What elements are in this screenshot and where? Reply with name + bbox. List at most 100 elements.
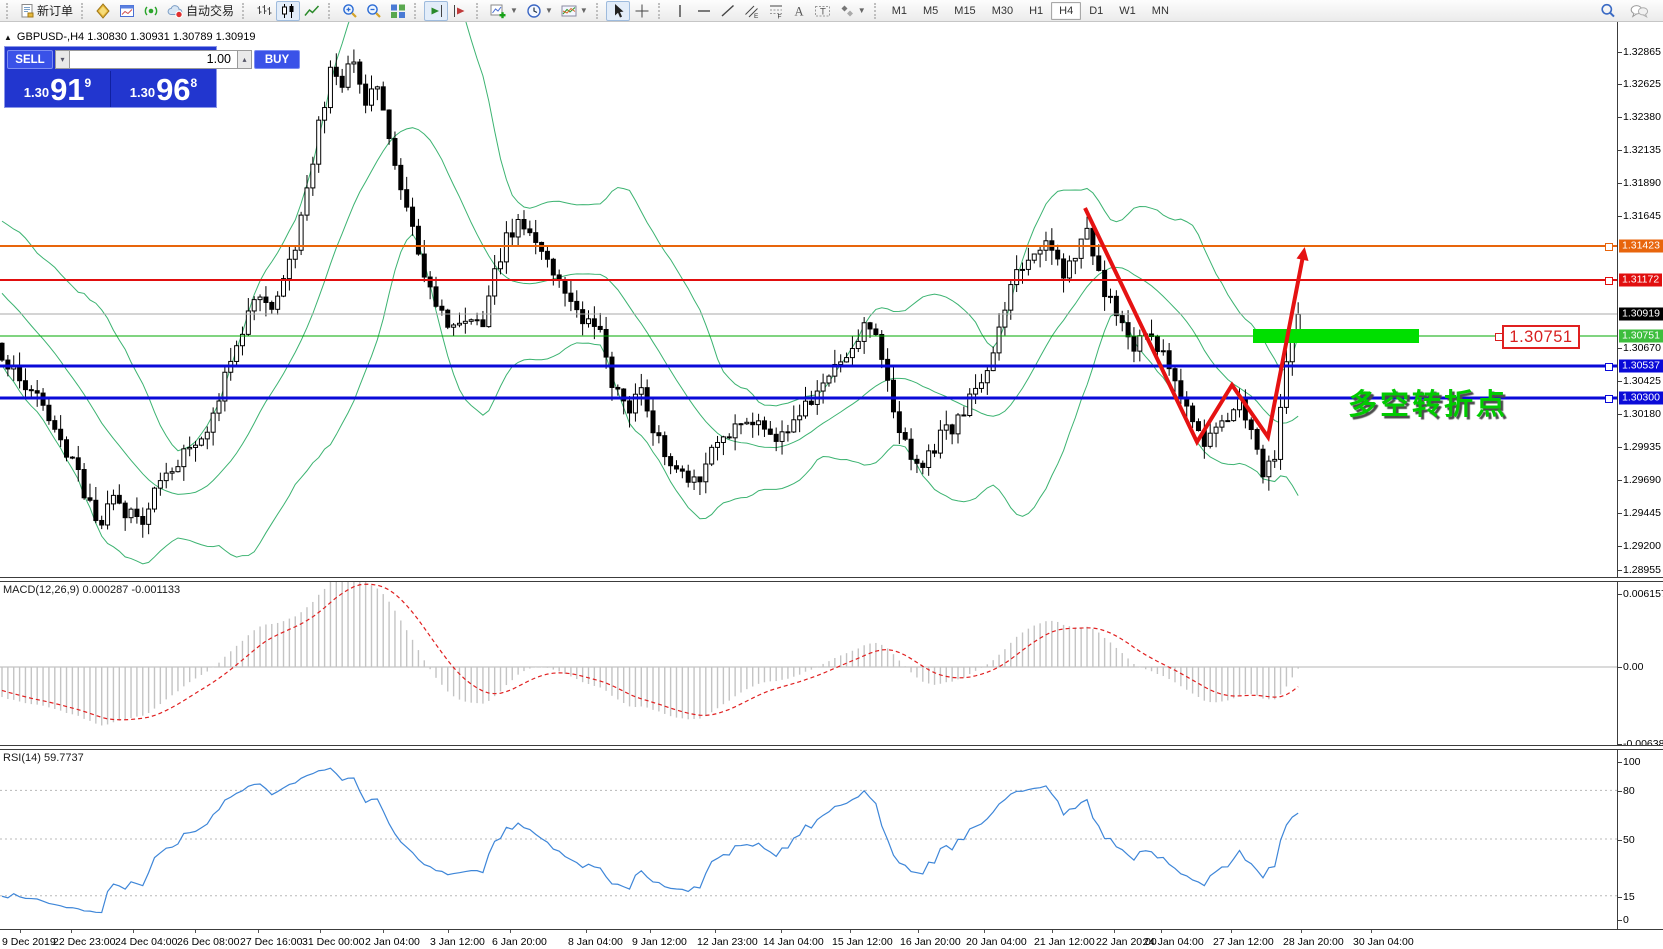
timeframe-h4-button[interactable]: H4 xyxy=(1051,1,1082,20)
indicators-button[interactable]: ▼ xyxy=(486,1,522,21)
line-chart-type-button[interactable] xyxy=(300,1,324,21)
buy-button[interactable]: BUY xyxy=(254,49,300,69)
green-highlight-zone[interactable] xyxy=(1253,329,1419,343)
market-watch-button[interactable] xyxy=(91,1,115,21)
macd-histogram-bar xyxy=(1227,667,1229,701)
time-axis-line xyxy=(0,929,1663,930)
zoom-out-button[interactable] xyxy=(362,1,386,21)
zoom-in-button[interactable] xyxy=(338,1,362,21)
candle-body xyxy=(890,379,896,413)
time-axis-tick xyxy=(1052,930,1053,933)
macd-histogram-bar xyxy=(18,667,21,702)
candle-body xyxy=(22,380,28,391)
axis-tick xyxy=(1618,216,1622,217)
macd-histogram-bar xyxy=(142,667,144,716)
red-zigzag-arrow[interactable] xyxy=(1083,207,1305,447)
macd-histogram-bar xyxy=(194,667,197,679)
line-handle[interactable] xyxy=(1605,277,1613,285)
macd-histogram-bar xyxy=(1039,623,1041,667)
timeframe-h1-button[interactable]: H1 xyxy=(1021,2,1051,20)
macd-histogram-bar xyxy=(224,656,226,667)
crosshair-button[interactable] xyxy=(630,1,654,21)
trendline-tool-button[interactable] xyxy=(716,1,740,21)
macd-pane-canvas[interactable] xyxy=(0,582,1617,746)
macd-histogram-bar xyxy=(552,667,555,670)
search-button[interactable] xyxy=(1596,1,1620,21)
time-axis-label: 26 Dec 08:00 xyxy=(177,936,240,948)
auto-scroll-button[interactable] xyxy=(424,0,449,21)
price-axis-badge: 1.30300 xyxy=(1619,391,1663,405)
sell-button[interactable]: SELL xyxy=(7,49,53,69)
candle-body xyxy=(1131,336,1137,352)
candle-body xyxy=(896,411,902,434)
candle-body xyxy=(404,189,410,208)
candle-body xyxy=(1166,350,1172,370)
timeframe-m5-button[interactable]: M5 xyxy=(915,2,946,20)
annotation-text[interactable]: 多空转折点 xyxy=(1348,389,1509,421)
new-order-button[interactable]: 新订单 xyxy=(16,1,77,21)
price-callout-box[interactable]: 1.30751 xyxy=(1502,325,1580,349)
macd-histogram-bar xyxy=(447,667,449,692)
label-tool-button[interactable]: T xyxy=(810,1,835,21)
line-handle[interactable] xyxy=(1605,363,1613,371)
candle-body xyxy=(855,340,861,350)
line-handle[interactable] xyxy=(1605,395,1613,403)
macd-histogram-bar xyxy=(470,667,472,703)
text-tool-button[interactable]: A xyxy=(788,1,810,21)
chat-button[interactable] xyxy=(1626,1,1653,21)
zoom-out-icon xyxy=(366,3,382,19)
macd-histogram-bar xyxy=(1232,667,1235,699)
cursor-button[interactable] xyxy=(605,0,630,21)
callout-handle[interactable] xyxy=(1495,333,1503,341)
collapse-panel-icon[interactable]: ▲ xyxy=(4,32,12,42)
signals-button[interactable] xyxy=(139,1,163,21)
channel-tool-button[interactable]: E xyxy=(740,1,764,21)
bar-chart-type-button[interactable] xyxy=(252,1,276,21)
macd-histogram-bar xyxy=(664,667,666,714)
shapes-tool-button[interactable]: ▼ xyxy=(835,1,870,21)
timeframe-d1-button[interactable]: D1 xyxy=(1081,2,1111,20)
time-axis-label: 24 Jan 04:00 xyxy=(1143,936,1204,948)
macd-pane-separator[interactable] xyxy=(0,577,1663,582)
line-handle[interactable] xyxy=(1605,243,1613,251)
candle-chart-type-button[interactable] xyxy=(276,0,301,21)
candle-body xyxy=(597,325,603,330)
macd-histogram-bar xyxy=(323,588,326,667)
volume-input[interactable] xyxy=(70,49,237,69)
chart-window-button[interactable] xyxy=(115,1,139,21)
candle-body xyxy=(269,301,275,310)
macd-histogram-bar xyxy=(1068,626,1071,667)
candle-body xyxy=(275,295,281,310)
macd-histogram-bar xyxy=(581,667,584,683)
rsi-pane-canvas[interactable] xyxy=(0,750,1617,928)
macd-histogram-bar xyxy=(312,601,314,667)
candle-body xyxy=(286,258,292,280)
templates-button[interactable]: ▼ xyxy=(557,1,592,21)
volume-increase-button[interactable]: ▴ xyxy=(237,49,252,69)
candle-body xyxy=(427,276,433,288)
volume-decrease-button[interactable]: ▾ xyxy=(55,49,70,69)
hline-tool-button[interactable] xyxy=(692,1,716,21)
timeframe-m30-button[interactable]: M30 xyxy=(984,2,1021,20)
candle-body xyxy=(609,356,615,388)
candle-body xyxy=(210,412,216,433)
bollinger-middle-band xyxy=(1,127,1299,495)
timeframe-mn-button[interactable]: MN xyxy=(1144,2,1177,20)
macd-histogram-bar xyxy=(1162,667,1164,677)
tile-windows-button[interactable] xyxy=(386,1,410,21)
chart-shift-button[interactable] xyxy=(448,1,472,21)
vline-tool-button[interactable] xyxy=(668,1,692,21)
fibonacci-tool-button[interactable]: F xyxy=(764,1,788,21)
main-chart-canvas[interactable] xyxy=(0,22,1617,578)
candle-body xyxy=(468,319,474,322)
macd-histogram-bar xyxy=(687,667,689,720)
candle-body xyxy=(1096,255,1102,271)
periods-button[interactable]: ▼ xyxy=(522,1,557,21)
auto-trading-button[interactable]: 自动交易 xyxy=(163,1,238,21)
macd-histogram-bar xyxy=(951,667,953,682)
macd-histogram-bar xyxy=(1186,667,1188,690)
rsi-pane-separator[interactable] xyxy=(0,745,1663,750)
timeframe-m1-button[interactable]: M1 xyxy=(884,2,915,20)
timeframe-w1-button[interactable]: W1 xyxy=(1111,2,1144,20)
timeframe-m15-button[interactable]: M15 xyxy=(946,2,983,20)
